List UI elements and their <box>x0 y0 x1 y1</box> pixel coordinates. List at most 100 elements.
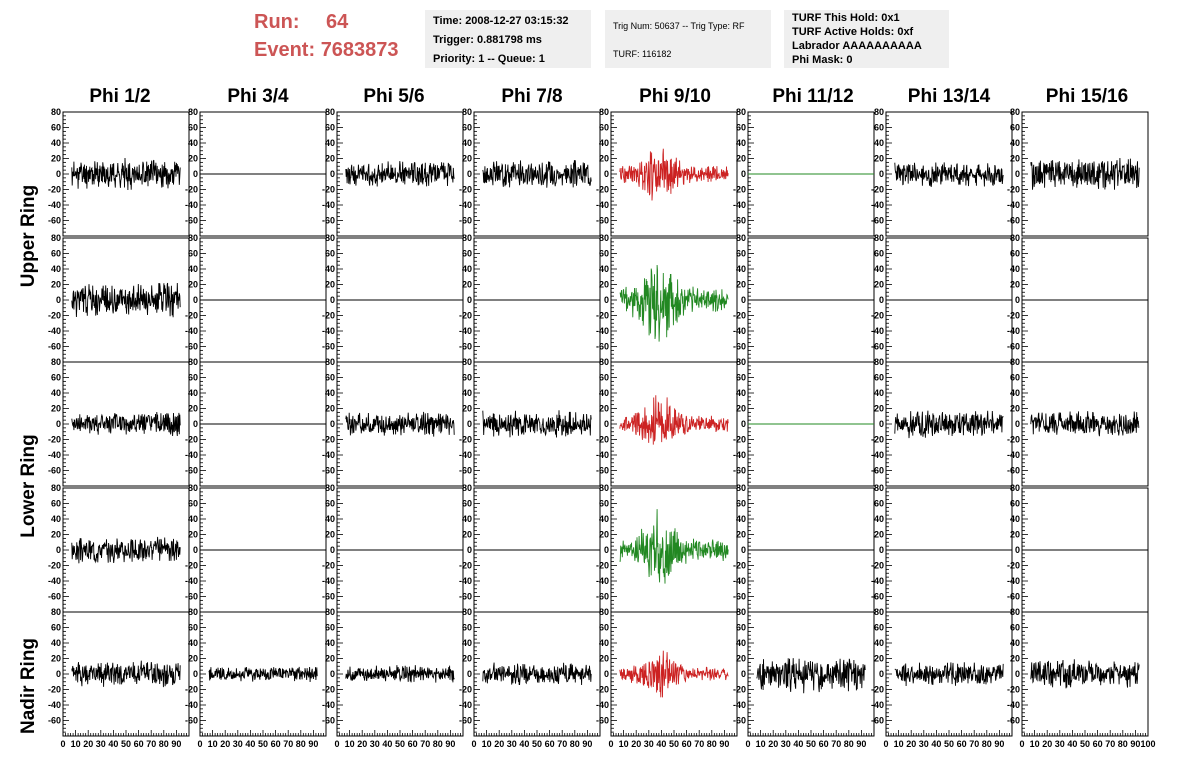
y-tick-label: -40 <box>185 200 198 210</box>
x-tick-label: 40 <box>519 739 529 749</box>
y-tick-label: 20 <box>325 280 335 290</box>
y-tick-label: -60 <box>322 592 335 602</box>
panel-3-3: -60 -40 -20 0 20 40 60 80 <box>322 357 464 487</box>
y-tick-label: 0 <box>741 295 746 305</box>
y-tick-label: -20 <box>459 311 472 321</box>
y-tick-label: 0 <box>604 545 609 555</box>
y-tick-label: -40 <box>1007 200 1020 210</box>
waveform-trace <box>208 666 318 683</box>
x-tick-label: 30 <box>644 739 654 749</box>
y-tick-label: 60 <box>462 123 472 133</box>
y-tick-label: -60 <box>48 342 61 352</box>
y-tick-label: 60 <box>874 123 884 133</box>
x-tick-label: 40 <box>931 739 941 749</box>
y-tick-label: -60 <box>322 716 335 726</box>
y-tick-label: -20 <box>733 685 746 695</box>
y-tick-label: 80 <box>874 233 884 243</box>
y-tick-label: -60 <box>733 466 746 476</box>
y-tick-label: -60 <box>733 716 746 726</box>
y-tick-label: -60 <box>1007 216 1020 226</box>
waveform-trace <box>71 282 181 318</box>
y-tick-label: 20 <box>736 154 746 164</box>
y-tick-label: 20 <box>1010 154 1020 164</box>
y-tick-label: 20 <box>462 154 472 164</box>
y-tick-label: 20 <box>325 404 335 414</box>
y-ticks <box>1022 611 1028 737</box>
waveform-trace <box>619 148 729 201</box>
y-tick-label: 40 <box>1010 388 1020 398</box>
panel-1-6: -60 -40 -20 0 20 40 60 80 <box>733 107 875 237</box>
y-ticks <box>474 237 480 363</box>
run-value: 64 <box>326 11 349 33</box>
panel-1-2: -60 -40 -20 0 20 40 60 80 <box>185 107 327 237</box>
y-tick-label: 40 <box>462 514 472 524</box>
y-tick-label: -60 <box>322 466 335 476</box>
y-ticks <box>337 237 343 363</box>
y-tick-label: -40 <box>459 450 472 460</box>
y-ticks <box>886 611 892 737</box>
x-tick-label: 70 <box>557 739 567 749</box>
panel-2-2: -60 -40 -20 0 20 40 60 80 <box>185 233 327 363</box>
panel-3-6: -60 -40 -20 0 20 40 60 80 <box>733 357 875 487</box>
y-tick-label: 60 <box>599 499 609 509</box>
y-tick-label: 0 <box>330 295 335 305</box>
x-tick-label: 20 <box>631 739 641 749</box>
y-tick-label: 0 <box>467 545 472 555</box>
y-tick-label: -20 <box>733 185 746 195</box>
panel-3-2: -60 -40 -20 0 20 40 60 80 <box>185 357 327 487</box>
y-tick-label: 40 <box>188 264 198 274</box>
y-tick-label: 40 <box>599 638 609 648</box>
y-tick-label: -20 <box>1007 685 1020 695</box>
x-tick-label: 60 <box>271 739 281 749</box>
x-tick-label: 70 <box>969 739 979 749</box>
y-tick-label: 20 <box>51 404 61 414</box>
y-tick-label: -20 <box>322 435 335 445</box>
y-tick-label: 60 <box>188 373 198 383</box>
y-tick-label: -60 <box>596 216 609 226</box>
y-tick-label: -20 <box>733 561 746 571</box>
y-tick-label: 0 <box>604 295 609 305</box>
y-tick-label: -20 <box>48 435 61 445</box>
y-tick-label: 0 <box>1015 669 1020 679</box>
y-tick-label: -40 <box>871 200 884 210</box>
phi-9-10-label: Phi 9/10 <box>639 86 711 107</box>
panel-3-4: -60 -40 -20 0 20 40 60 80 <box>459 357 601 487</box>
y-tick-label: -60 <box>596 466 609 476</box>
y-tick-label: -40 <box>459 326 472 336</box>
y-tick-label: 40 <box>325 514 335 524</box>
y-tick-label: 0 <box>193 295 198 305</box>
y-tick-label: 60 <box>51 373 61 383</box>
waveform-trace <box>894 410 1004 439</box>
y-tick-label: 60 <box>599 249 609 259</box>
x-tick-label: 80 <box>159 739 169 749</box>
y-tick-label: -40 <box>185 700 198 710</box>
y-tick-label: -20 <box>459 561 472 571</box>
y-tick-label: -60 <box>871 716 884 726</box>
y-tick-label: 0 <box>741 419 746 429</box>
x-tick-label: 10 <box>619 739 629 749</box>
y-tick-label: 60 <box>188 249 198 259</box>
y-tick-label: -60 <box>322 342 335 352</box>
y-tick-label: -20 <box>322 311 335 321</box>
y-tick-label: -60 <box>871 466 884 476</box>
x-tick-label: 40 <box>656 739 666 749</box>
y-tick-label: -20 <box>596 561 609 571</box>
y-tick-label: 60 <box>874 249 884 259</box>
y-tick-label: -60 <box>596 342 609 352</box>
phi-15-16-label: Phi 15/16 <box>1045 86 1129 107</box>
y-tick-label: 0 <box>1015 545 1020 555</box>
y-tick-label: 60 <box>462 373 472 383</box>
y-tick-label: 80 <box>462 607 472 617</box>
y-tick-label: 20 <box>462 280 472 290</box>
y-tick-label: 40 <box>874 264 884 274</box>
x-tick-label: 70 <box>694 739 704 749</box>
y-tick-label: -20 <box>185 685 198 695</box>
y-tick-label: -20 <box>322 685 335 695</box>
x-tick-label: 40 <box>1067 739 1077 749</box>
x-tick-label: 50 <box>1080 739 1090 749</box>
y-tick-label: 80 <box>188 107 198 117</box>
y-tick-label: 0 <box>1015 169 1020 179</box>
y-tick-label: 60 <box>188 499 198 509</box>
